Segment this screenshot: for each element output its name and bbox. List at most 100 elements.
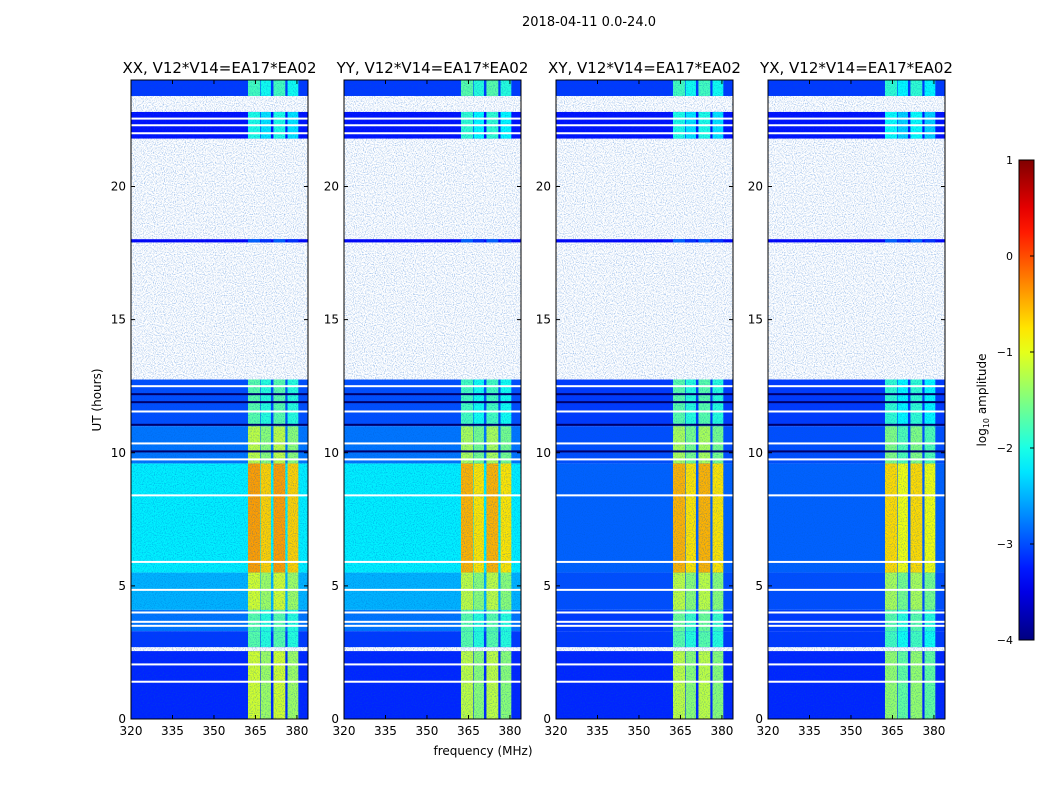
colorbar-tick-label: −1 [997, 346, 1013, 359]
flagged-row [344, 624, 521, 627]
plot-frame [343, 79, 522, 720]
flagged-row [768, 588, 945, 591]
flagged-row [344, 124, 521, 127]
noise-texture [556, 80, 733, 719]
low-row [768, 450, 945, 453]
flagged-row [768, 124, 945, 127]
colorbar-gradient [1018, 159, 1035, 641]
x-tick-label: 365 [457, 724, 480, 738]
y-axis-label: UT (hours) [90, 368, 104, 431]
flagged-row [556, 124, 733, 127]
flagged-row [556, 611, 733, 614]
y-tick-label: 5 [118, 579, 126, 593]
panel-title: YY, V12*V14=EA17*EA02 [336, 59, 529, 77]
flagged-row [556, 410, 733, 413]
low-row [131, 423, 308, 426]
flagged-row [344, 132, 521, 135]
x-tick-label: 335 [586, 724, 609, 738]
low-row [768, 393, 945, 396]
noise-texture [768, 80, 945, 719]
y-tick-label: 10 [536, 446, 551, 460]
x-tick-label: 365 [244, 724, 267, 738]
colorbar-tick-label: 1 [1006, 154, 1013, 167]
y-tick-label: 5 [543, 579, 551, 593]
colorbar-tick-label: 0 [1006, 250, 1013, 263]
flagged-row [131, 624, 308, 627]
flagged-row [344, 663, 521, 666]
flagged-row [556, 442, 733, 445]
flagged-row [556, 132, 733, 135]
y-tick-label: 0 [118, 712, 126, 726]
x-tick-label: 320 [545, 724, 568, 738]
low-row [344, 450, 521, 453]
flagged-row [556, 588, 733, 591]
flagged-row [131, 458, 308, 461]
flagged-row [556, 680, 733, 683]
flagged-row [556, 494, 733, 497]
panel-title: XY, V12*V14=EA17*EA02 [548, 59, 741, 77]
x-tick-label: 335 [161, 724, 184, 738]
x-tick-label: 365 [881, 724, 904, 738]
waterfall-panel: YX, V12*V14=EA17*EA02 320 335 350 365 380 0 5 10… [748, 59, 953, 738]
y-tick-label: 10 [748, 446, 763, 460]
x-tick-label: 365 [669, 724, 692, 738]
x-tick-label: 380 [710, 724, 733, 738]
x-tick-label: 320 [757, 724, 780, 738]
panel-title: XX, V12*V14=EA17*EA02 [122, 59, 316, 77]
flagged-row [131, 494, 308, 497]
flagged-row [344, 117, 521, 120]
flagged-row [556, 458, 733, 461]
colorbar-tick-label: −3 [997, 538, 1013, 551]
flagged-row [344, 494, 521, 497]
low-row [556, 401, 733, 404]
flagged-row [131, 442, 308, 445]
y-tick-label: 10 [324, 446, 339, 460]
y-tick-label: 15 [748, 313, 763, 327]
low-row [344, 393, 521, 396]
low-row [556, 423, 733, 426]
low-row [768, 423, 945, 426]
flagged-row [344, 410, 521, 413]
flagged-row [556, 620, 733, 623]
panel-title: YX, V12*V14=EA17*EA02 [759, 59, 953, 77]
flagged-row [768, 560, 945, 563]
x-tick-label: 320 [333, 724, 356, 738]
flagged-row [768, 458, 945, 461]
flagged-row [131, 117, 308, 120]
flagged-row [131, 560, 308, 563]
colorbar-tick-label: −2 [997, 442, 1013, 455]
flagged-row [768, 132, 945, 135]
y-tick-label: 5 [755, 579, 763, 593]
colorbar-label-sub: 10 [982, 418, 991, 428]
y-tick-label: 5 [331, 579, 339, 593]
low-row [556, 450, 733, 453]
y-tick-label: 15 [324, 313, 339, 327]
x-axis-label: frequency (MHz) [433, 744, 532, 758]
flagged-row [344, 620, 521, 623]
x-tick-label: 380 [285, 724, 308, 738]
colorbar-label: log10 amplitude [975, 354, 991, 447]
x-tick-label: 380 [498, 724, 521, 738]
low-row [344, 401, 521, 404]
flagged-row [556, 663, 733, 666]
x-tick-label: 350 [416, 724, 439, 738]
x-tick-label: 350 [203, 724, 226, 738]
flagged-row [131, 410, 308, 413]
x-tick-label: 320 [120, 724, 143, 738]
x-tick-label: 350 [628, 724, 651, 738]
flagged-row [131, 620, 308, 623]
low-row [556, 393, 733, 396]
y-tick-label: 10 [111, 446, 126, 460]
y-tick-label: 15 [111, 313, 126, 327]
flagged-row [768, 624, 945, 627]
flagged-row [768, 117, 945, 120]
low-row [131, 393, 308, 396]
low-row [131, 450, 308, 453]
y-tick-label: 20 [324, 180, 339, 194]
flagged-row [344, 385, 521, 388]
plot-frame [555, 79, 734, 720]
y-tick-label: 20 [111, 180, 126, 194]
y-tick-label: 20 [748, 180, 763, 194]
flagged-row [131, 680, 308, 683]
flagged-row [768, 385, 945, 388]
